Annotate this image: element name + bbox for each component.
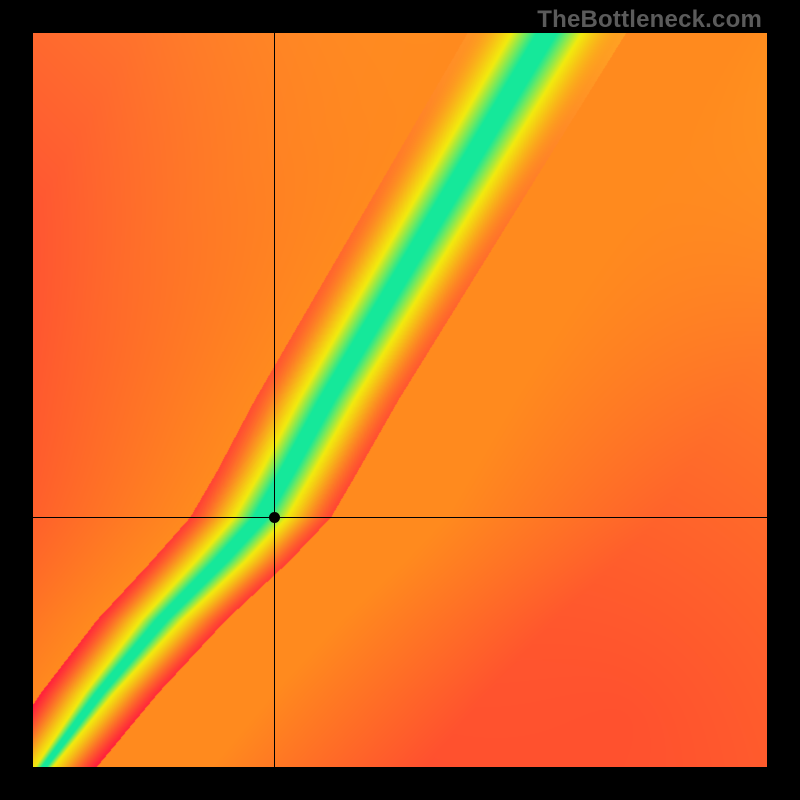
heatmap-plot — [33, 33, 767, 767]
chart-container: TheBottleneck.com — [0, 0, 800, 800]
marker-point — [269, 512, 280, 523]
watermark-text: TheBottleneck.com — [537, 6, 762, 34]
crosshair-horizontal — [33, 517, 767, 518]
heatmap-canvas — [33, 33, 767, 767]
crosshair-vertical — [274, 33, 275, 767]
